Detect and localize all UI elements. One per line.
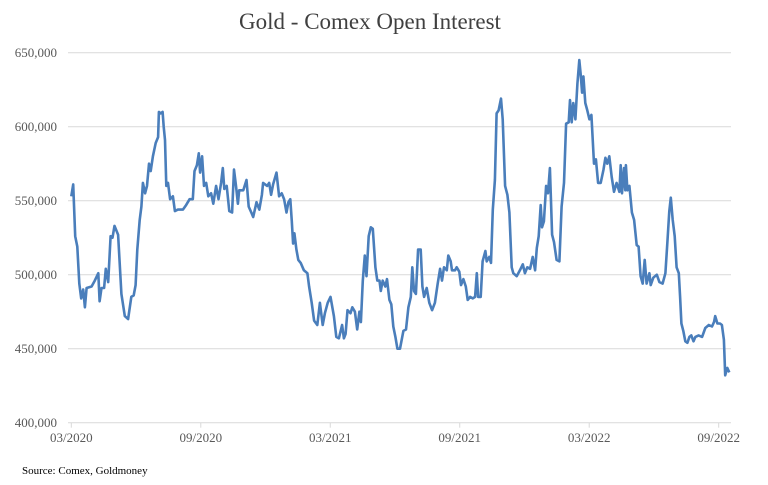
y-tick-label: 400,000	[15, 415, 57, 430]
x-tick-label: 03/2022	[568, 430, 611, 445]
y-tick-label: 550,000	[15, 193, 57, 208]
x-tick-label: 09/2020	[179, 430, 222, 445]
chart-title: Gold - Comex Open Interest	[239, 9, 501, 34]
y-tick-label: 450,000	[15, 341, 57, 356]
x-tick-label: 09/2021	[438, 430, 481, 445]
y-tick-label: 500,000	[15, 267, 57, 282]
source-note: Source: Comex, Goldmoney	[22, 465, 148, 477]
x-axis: 03/2020 09/2020 03/2021 09/2021 03/2022 09/20…	[50, 422, 740, 445]
series-line	[70, 58, 731, 377]
x-tick-label: 03/2021	[309, 430, 352, 445]
gridlines	[68, 52, 731, 424]
x-tick-label: 03/2020	[50, 430, 93, 445]
x-tick-label: 09/2022	[697, 430, 740, 445]
y-tick-label: 600,000	[15, 119, 57, 134]
y-tick-label: 650,000	[15, 45, 57, 60]
y-axis: 400,000 450,000 500,000 550,000 600,000 650,0…	[15, 45, 57, 430]
series-group	[70, 58, 731, 377]
